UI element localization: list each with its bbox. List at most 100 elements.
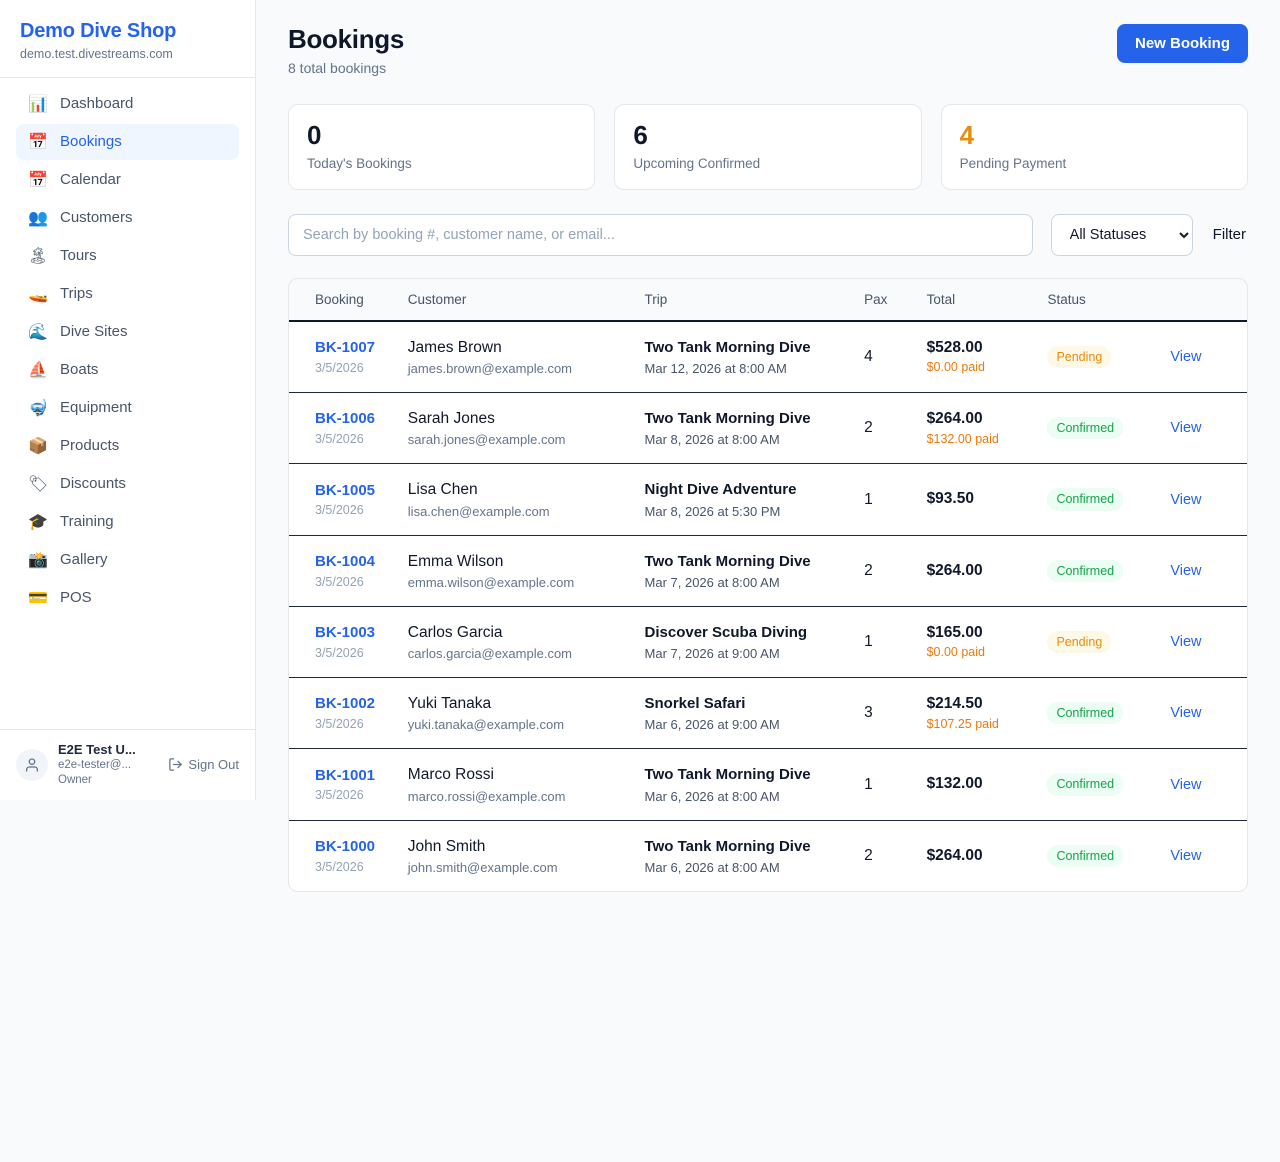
table-body: BK-1007 3/5/2026 James Brown james.brown@ex…	[289, 320, 1247, 891]
island-icon: 🏝	[27, 246, 49, 265]
sidebar: Demo Dive Shop demo.test.divestreams.com…	[0, 0, 256, 800]
status-badge: Confirmed	[1047, 702, 1124, 725]
page-subtitle: 8 total bookings	[288, 60, 387, 76]
booking-id-link[interactable]: BK-1004	[315, 552, 376, 570]
view-link[interactable]: View	[1170, 634, 1202, 651]
cell-pax: 2	[864, 846, 873, 864]
view-link[interactable]: View	[1170, 776, 1202, 793]
sidebar-item-customers[interactable]: 👥 Customers	[16, 200, 239, 236]
paid-amount: $0.00 paid	[926, 645, 985, 660]
sidebar-item-training[interactable]: 🎓 Training	[16, 504, 239, 540]
sidebar-item-trips[interactable]: 🚤 Trips	[16, 276, 239, 312]
sidebar-nav: 📊 Dashboard 📅 Bookings 📅 Calendar 👥 Customers 🏝 T…	[0, 78, 255, 729]
sidebar-item-bookings[interactable]: 📅 Bookings	[16, 124, 239, 160]
package-icon: 📦	[28, 436, 48, 455]
cell-trip: Two Tank Morning Dive Mar 6, 2026 at 8:00…	[636, 748, 857, 821]
cell-total: $528.00 $0.00 paid	[918, 320, 1040, 394]
cell-customer: Yuki Tanaka yuki.tanaka@example.com	[399, 677, 637, 750]
user-icon	[26, 758, 38, 772]
booking-id-link[interactable]: BK-1000	[315, 837, 376, 855]
trip-datetime: Mar 6, 2026 at 9:00 AM	[644, 717, 780, 733]
customer-name: Lisa Chen	[407, 481, 478, 499]
sidebar-item-label: Gallery	[60, 551, 108, 568]
brand-title: Demo Dive Shop	[20, 20, 177, 42]
trip-datetime: Mar 8, 2026 at 5:30 PM	[644, 503, 781, 519]
total-amount: $528.00	[926, 339, 983, 357]
sidebar-item-label: POS	[60, 589, 92, 606]
table-row: BK-1000 3/5/2026 John Smith john.smith@exam…	[289, 820, 1247, 891]
column-header: Customer	[399, 278, 637, 322]
sidebar-item-tours[interactable]: 🏝 Tours	[16, 238, 239, 274]
sidebar-item-calendar[interactable]: 📅 Calendar	[16, 162, 239, 198]
cell-trip: Two Tank Morning Dive Mar 6, 2026 at 8:00…	[637, 820, 857, 891]
camera-icon: 📸	[28, 550, 48, 569]
trip-datetime: Mar 6, 2026 at 8:00 AM	[644, 788, 780, 804]
status-badge: Confirmed	[1047, 844, 1124, 867]
sidebar-item-label: Calendar	[60, 171, 121, 188]
sidebar-item-label: Bookings	[60, 133, 122, 150]
total-amount: $264.00	[926, 846, 983, 864]
customer-email: emma.wilson@example.com	[407, 574, 575, 590]
avatar	[16, 748, 48, 781]
booking-created-date: 3/5/2026	[315, 645, 364, 660]
cell-trip: Snorkel Safari Mar 6, 2026 at 9:00 AM	[636, 677, 857, 750]
booking-created-date: 3/5/2026	[315, 788, 364, 803]
sidebar-item-label: Dashboard	[60, 95, 134, 112]
paid-amount: $107.25 paid	[926, 716, 999, 731]
booking-id-link[interactable]: BK-1001	[315, 766, 376, 784]
booking-id-link[interactable]: BK-1006	[315, 410, 376, 428]
status-badge: Confirmed	[1047, 559, 1124, 582]
customer-email: john.smith@example.com	[407, 859, 558, 875]
table-row: BK-1005 3/5/2026 Lisa Chen lisa.chen@exampl…	[289, 463, 1247, 536]
sidebar-item-pos[interactable]: 💳 POS	[16, 580, 239, 616]
total-amount: $264.00	[926, 410, 983, 428]
sidebar-item-dive-sites[interactable]: 🌊 Dive Sites	[16, 314, 239, 350]
cell-total: $264.00 $132.00 paid	[918, 392, 1040, 465]
cell-status: Pending	[1039, 320, 1163, 394]
people-icon: 👥	[28, 208, 48, 227]
booking-id-link[interactable]: BK-1003	[315, 624, 376, 642]
stat-value: 6	[633, 120, 648, 150]
cell-booking: BK-1006 3/5/2026	[289, 392, 400, 465]
view-link[interactable]: View	[1170, 349, 1202, 366]
sidebar-item-dashboard[interactable]: 📊 Dashboard	[16, 86, 239, 122]
cell-pax: 1	[856, 463, 919, 536]
customer-name: John Smith	[407, 837, 486, 855]
cell-pax: 2	[856, 535, 919, 607]
stat-label: Pending Payment	[959, 155, 1067, 171]
status-filter-select[interactable]: All StatusesPendingConfirmedCancelledCom…	[1050, 213, 1193, 256]
sidebar-item-discounts[interactable]: 🏷 Discounts	[16, 466, 239, 502]
cell-status: Confirmed	[1039, 677, 1163, 750]
sidebar-item-label: Dive Sites	[60, 323, 128, 340]
customer-name: Carlos Garcia	[407, 623, 503, 641]
speedboat-icon: 🚤	[28, 284, 48, 303]
view-link[interactable]: View	[1170, 562, 1202, 579]
cell-action: View	[1162, 320, 1247, 394]
cell-action: View	[1162, 677, 1247, 750]
view-link[interactable]: View	[1170, 705, 1202, 722]
booking-id-link[interactable]: BK-1007	[315, 339, 376, 357]
sidebar-item-gallery[interactable]: 📸 Gallery	[16, 542, 239, 578]
filter-button[interactable]: Filter	[1212, 226, 1246, 244]
booking-id-link[interactable]: BK-1005	[315, 481, 376, 499]
view-link[interactable]: View	[1170, 420, 1202, 437]
table-row: BK-1003 3/5/2026 Carlos Garcia carlos.garci…	[289, 606, 1247, 679]
search-input[interactable]	[288, 213, 1033, 256]
user-email: e2e-tester@...	[58, 759, 132, 772]
sidebar-item-boats[interactable]: ⛵ Boats	[16, 352, 239, 388]
customer-email: marco.rossi@example.com	[407, 788, 566, 804]
credit-card-icon: 💳	[28, 588, 48, 607]
new-booking-button[interactable]: New Booking	[1116, 24, 1248, 63]
sidebar-item-equipment[interactable]: 🤿 Equipment	[16, 390, 239, 426]
status-badge: Pending	[1047, 630, 1112, 654]
cell-action: View	[1162, 748, 1247, 821]
booking-id-link[interactable]: BK-1002	[315, 695, 376, 713]
trip-name: Discover Scuba Diving	[644, 623, 808, 641]
view-link[interactable]: View	[1170, 491, 1202, 508]
sidebar-item-products[interactable]: 📦 Products	[16, 428, 239, 464]
table-header-row: Booking Customer Trip Pax Total Status	[289, 278, 1247, 322]
column-header: Booking	[289, 278, 400, 322]
view-link[interactable]: View	[1170, 847, 1202, 864]
sign-out-button[interactable]: Sign Out	[168, 757, 239, 772]
